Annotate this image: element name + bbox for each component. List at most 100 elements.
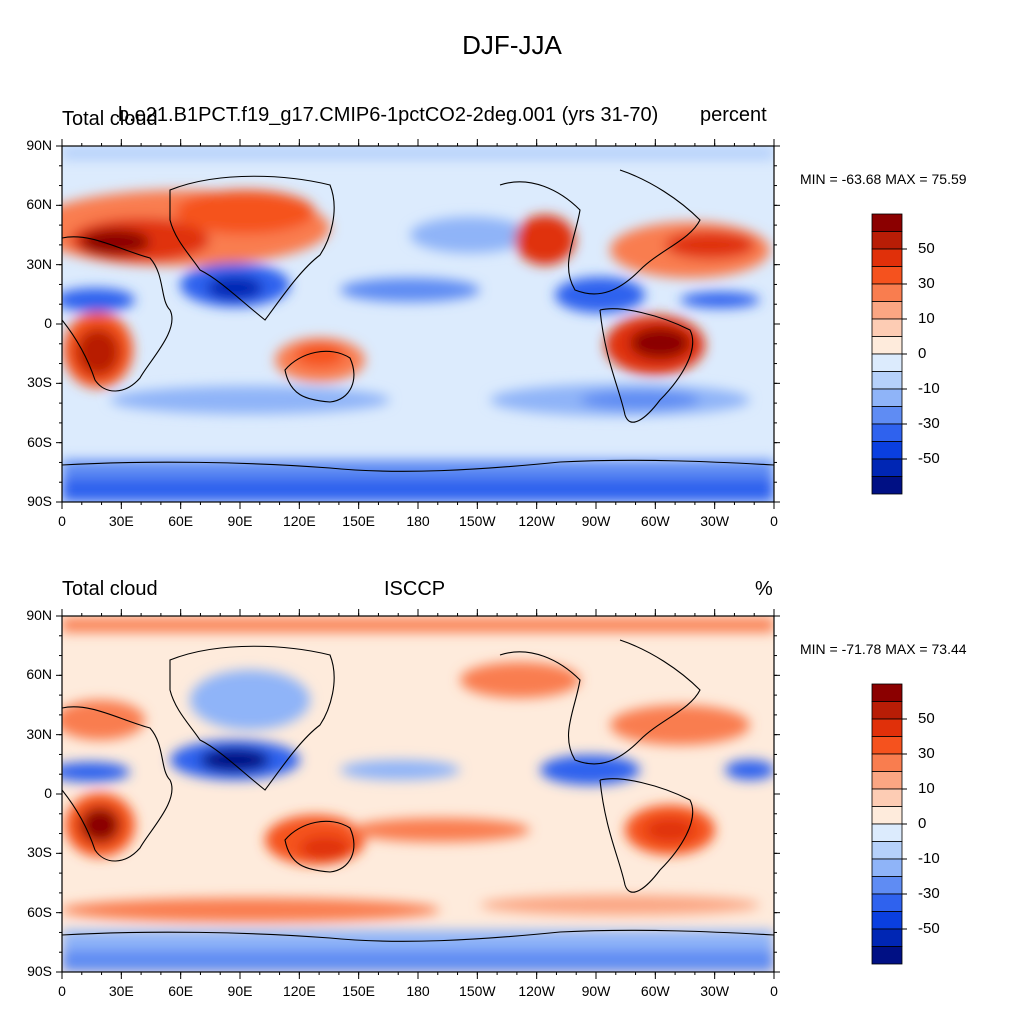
lon-tick-label: 60W	[640, 983, 670, 999]
colorbar-label: -30	[918, 415, 940, 432]
panel2-left-title: Total cloud	[62, 578, 158, 600]
lat-tick-label: 60N	[26, 666, 52, 683]
colorbar-label: -50	[918, 450, 940, 467]
lon-tick-label: 150E	[342, 983, 375, 999]
lat-tick-label: 90N	[26, 137, 52, 153]
lat-tick-label: 30S	[27, 374, 52, 391]
colorbar-swatch	[871, 283, 903, 302]
colorbar-swatch	[871, 231, 903, 250]
lon-tick-label: 90E	[227, 983, 253, 999]
lat-tick-label: 90S	[27, 963, 52, 979]
colorbar-swatch	[871, 893, 903, 912]
lon-tick-label: 90W	[581, 983, 611, 999]
figure-title: DJF-JJA	[462, 30, 562, 60]
lon-tick-label: 150E	[342, 513, 375, 529]
colorbar-swatch	[871, 911, 903, 930]
colorbar-swatch	[871, 683, 903, 702]
colorbar-label: 0	[918, 345, 927, 362]
lon-tick-label: 90W	[581, 513, 611, 529]
colorbar-label: 30	[918, 745, 935, 762]
lon-tick-label: 30W	[700, 983, 730, 999]
colorbar-swatch	[871, 248, 903, 267]
lat-tick-label: 30N	[26, 725, 52, 742]
panel1-center-title: b.e21.B1PCT.f19_g17.CMIP6-1pctCO2-2deg.0…	[118, 104, 659, 126]
colorbar-swatch	[871, 458, 903, 477]
colorbar-label: -50	[918, 920, 940, 937]
lon-tick-label: 120W	[518, 513, 555, 529]
lon-tick-label: 120E	[282, 513, 316, 529]
lon-tick-label: 60W	[640, 513, 670, 529]
colorbar-swatch	[871, 806, 903, 825]
panel1-coastlines	[62, 169, 774, 472]
panel2-coastlines	[62, 639, 774, 942]
lat-tick-label: 30S	[27, 844, 52, 861]
colorbar-label: 30	[918, 275, 935, 292]
lon-tick-label: 0	[58, 983, 66, 999]
colorbar-label: 10	[918, 780, 935, 797]
colorbar-swatch	[871, 841, 903, 860]
lon-tick-label: 0	[58, 513, 66, 529]
lon-tick-label: 120W	[518, 983, 555, 999]
colorbar-label: -30	[918, 885, 940, 902]
lat-tick-label: 0	[44, 315, 52, 331]
colorbar-swatch	[871, 406, 903, 425]
colorbar-swatch	[871, 788, 903, 807]
lon-tick-label: 150W	[459, 983, 496, 999]
lat-tick-label: 90N	[26, 607, 52, 623]
lat-tick-label: 0	[44, 785, 52, 801]
lon-tick-label: 30E	[108, 983, 134, 999]
panel2-map	[62, 616, 774, 972]
colorbar-swatch	[871, 301, 903, 320]
lon-tick-label: 120E	[282, 983, 316, 999]
lon-tick-label: 60E	[168, 513, 194, 529]
colorbar-swatch	[871, 213, 903, 232]
panel1-right-title: percent	[700, 104, 767, 126]
panel2-right-title: %	[755, 578, 773, 600]
colorbar-swatch	[871, 876, 903, 895]
colorbar-swatch	[871, 858, 903, 877]
colorbar-swatch	[871, 423, 903, 442]
panel1-map	[62, 146, 774, 502]
lat-tick-label: 60S	[27, 433, 52, 450]
colorbar-swatch	[871, 371, 903, 390]
colorbar-swatch	[871, 701, 903, 720]
lon-tick-label: 30E	[108, 513, 134, 529]
colorbar-swatch	[871, 928, 903, 947]
panel2-min-max: MIN = -71.78 MAX = 73.44	[800, 641, 967, 657]
lat-tick-label: 60S	[27, 903, 52, 920]
lon-tick-label: 0	[770, 983, 778, 999]
lat-tick-label: 30N	[26, 255, 52, 272]
colorbar-label: 50	[918, 240, 935, 257]
colorbar-label: 10	[918, 310, 935, 327]
colorbar-swatch	[871, 353, 903, 372]
colorbar-swatch	[871, 946, 903, 965]
colorbar-swatch	[871, 823, 903, 842]
colorbar-swatch	[871, 318, 903, 337]
lon-tick-label: 180	[406, 513, 430, 529]
panel1-min-max: MIN = -63.68 MAX = 75.59	[800, 171, 967, 187]
lat-tick-label: 90S	[27, 493, 52, 509]
lon-tick-label: 60E	[168, 983, 194, 999]
colorbar-swatch	[871, 336, 903, 355]
colorbar-swatch	[871, 476, 903, 495]
colorbar-swatch	[871, 388, 903, 407]
colorbar-label: 0	[918, 815, 927, 832]
colorbar-swatch	[871, 771, 903, 790]
lon-tick-label: 90E	[227, 513, 253, 529]
colorbar-swatch	[871, 266, 903, 285]
colorbar-swatch	[871, 718, 903, 737]
colorbar-label: -10	[918, 380, 940, 397]
lon-tick-label: 30W	[700, 513, 730, 529]
lon-tick-label: 150W	[459, 513, 496, 529]
colorbar-label: 50	[918, 710, 935, 727]
panel2-center-title: ISCCP	[384, 578, 446, 600]
colorbar-swatch	[871, 441, 903, 460]
colorbar-label: -10	[918, 850, 940, 867]
lon-tick-label: 180	[406, 983, 430, 999]
colorbar-swatch	[871, 736, 903, 755]
lon-tick-label: 0	[770, 513, 778, 529]
panel1-left-title: Total cloud	[62, 108, 158, 130]
lat-tick-label: 60N	[26, 196, 52, 213]
colorbar-swatch	[871, 753, 903, 772]
